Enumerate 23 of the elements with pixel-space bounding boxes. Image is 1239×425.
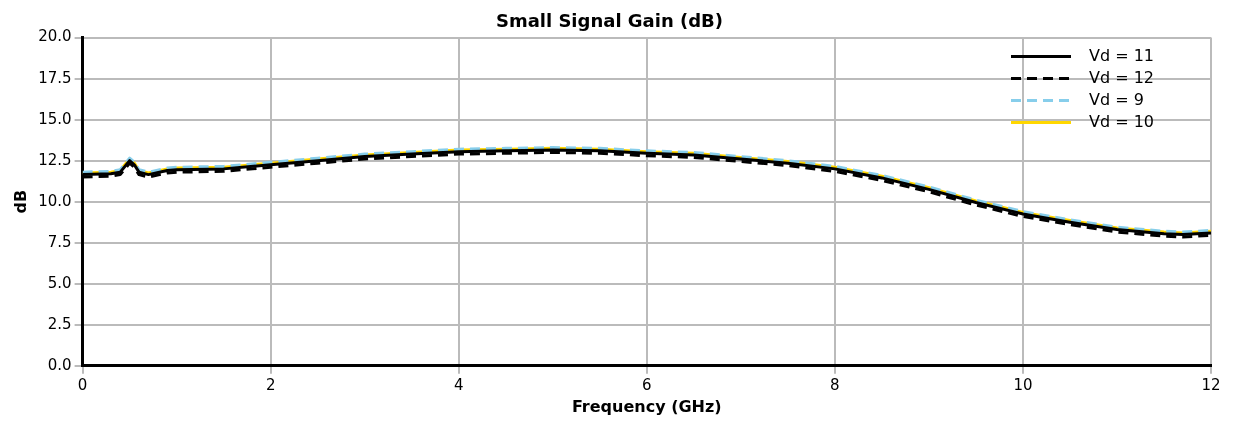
y-tick-label: 15.0 [38, 109, 72, 128]
x-tick-label: 10 [1013, 375, 1033, 394]
y-tick-label: 10.0 [38, 191, 72, 210]
y-tick-label: 20.0 [38, 27, 72, 46]
legend-label: Vd = 10 [1089, 111, 1155, 131]
x-tick-label: 12 [1201, 375, 1221, 394]
y-tick-label: 12.5 [38, 150, 72, 169]
x-tick-label: 8 [830, 375, 840, 394]
legend-label: Vd = 9 [1089, 89, 1144, 109]
x-tick-label: 2 [265, 375, 276, 394]
legend-label: Vd = 11 [1089, 45, 1155, 65]
y-tick-label: 0.0 [47, 355, 72, 374]
y-tick-label: 5.0 [47, 273, 72, 292]
y-tick-label: 7.5 [47, 232, 72, 251]
x-axis-title: Frequency (GHz) [571, 396, 722, 416]
x-tick-label: 0 [77, 375, 88, 394]
legend-label: Vd = 12 [1089, 67, 1155, 87]
y-tick-label: 17.5 [38, 68, 72, 87]
y-axis-title: dB [10, 189, 30, 214]
y-tick-label: 2.5 [47, 314, 72, 333]
x-tick-label: 6 [642, 375, 652, 394]
x-tick-label: 4 [453, 375, 464, 394]
chart-title: Small Signal Gain (dB) [495, 10, 724, 32]
